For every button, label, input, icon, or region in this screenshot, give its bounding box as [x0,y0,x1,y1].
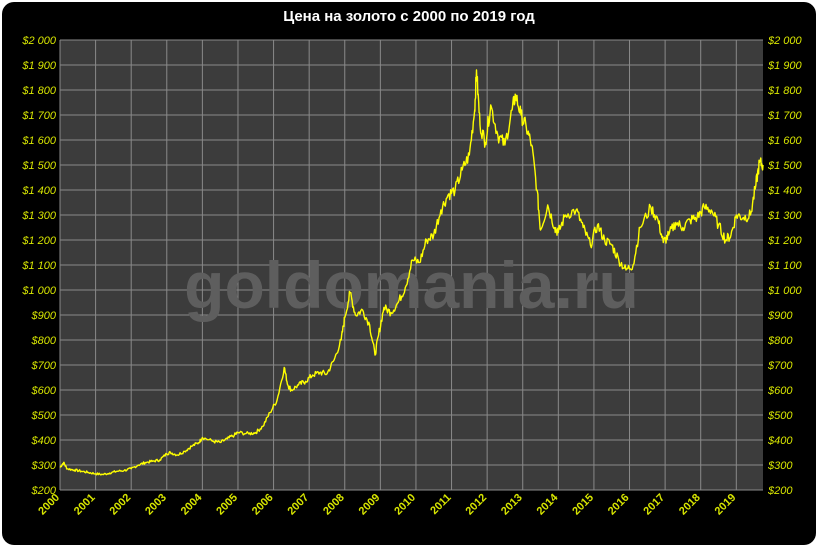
y-tick-label-right: $1 400 [767,185,803,197]
y-tick-label-right: $300 [767,460,793,472]
y-tick-label-left: $600 [31,385,57,397]
y-tick-label-left: $300 [31,460,57,472]
x-tick-label: 2012 [463,492,489,518]
x-tick-label: 2007 [285,492,311,518]
series-line-gold-price [59,69,764,476]
y-tick-label-left: $2 000 [21,35,57,47]
y-tick-label-right: $400 [767,435,793,447]
x-tick-label: 2009 [357,492,383,518]
y-tick-label-right: $1 000 [767,285,803,297]
y-tick-label-right: $200 [767,485,793,497]
x-tick-label: 2017 [641,492,667,518]
x-tick-label: 2003 [143,492,169,518]
y-tick-label-left: $1 300 [21,210,57,222]
y-tick-label-right: $900 [767,310,793,322]
y-tick-label-left: $1 600 [21,135,57,147]
y-tick-label-left: $1 800 [21,85,57,97]
y-tick-label-right: $600 [767,385,793,397]
y-tick-label-left: $1 000 [21,285,57,297]
y-tick-label-left: $800 [31,335,57,347]
y-tick-label-left: $900 [31,310,57,322]
x-tick-label: 2016 [606,492,632,518]
x-tick-label: 2015 [570,492,596,518]
x-tick-label: 2002 [108,492,134,518]
y-tick-label-right: $1 900 [767,60,803,72]
y-tick-label-right: $1 300 [767,210,803,222]
x-tick-label: 2006 [250,492,276,518]
y-tick-label-left: $200 [31,485,57,497]
watermark: goldomania.ru [184,248,639,322]
y-tick-label-left: $1 500 [21,160,57,172]
y-tick-label-left: $700 [31,360,57,372]
y-tick-label-right: $500 [767,410,793,422]
y-tick-label-left: $500 [31,410,57,422]
x-tick-label: 2019 [713,492,739,518]
y-tick-label-left: $1 400 [21,185,57,197]
x-tick-label: 2014 [535,491,561,517]
y-tick-label-right: $1 600 [767,135,803,147]
y-tick-label-left: $1 700 [21,110,57,122]
y-tick-label-left: $1 900 [21,60,57,72]
x-tick-label: 2011 [428,492,453,517]
x-tick-label: 2001 [72,492,98,518]
chart-title: Цена на золото с 2000 по 2019 год [283,8,535,25]
y-tick-label-right: $2 000 [767,35,803,47]
y-tick-label-left: $1 200 [21,235,57,247]
x-tick-label: 2010 [392,492,418,518]
y-tick-label-right: $1 100 [767,260,803,272]
y-tick-label-right: $700 [767,360,793,372]
y-tick-label-right: $1 800 [767,85,803,97]
y-tick-label-left: $400 [31,435,57,447]
y-tick-label-left: $1 100 [21,260,57,272]
x-tick-label: 2004 [179,491,205,517]
x-tick-label: 2013 [499,492,525,518]
x-tick-label: 2005 [214,492,240,518]
y-tick-label-right: $1 500 [767,160,803,172]
y-tick-label-right: $800 [767,335,793,347]
y-tick-label-right: $1 700 [767,110,803,122]
y-tick-label-right: $1 200 [767,235,803,247]
x-tick-label: 2008 [321,492,347,518]
x-tick-label: 2018 [677,492,703,518]
